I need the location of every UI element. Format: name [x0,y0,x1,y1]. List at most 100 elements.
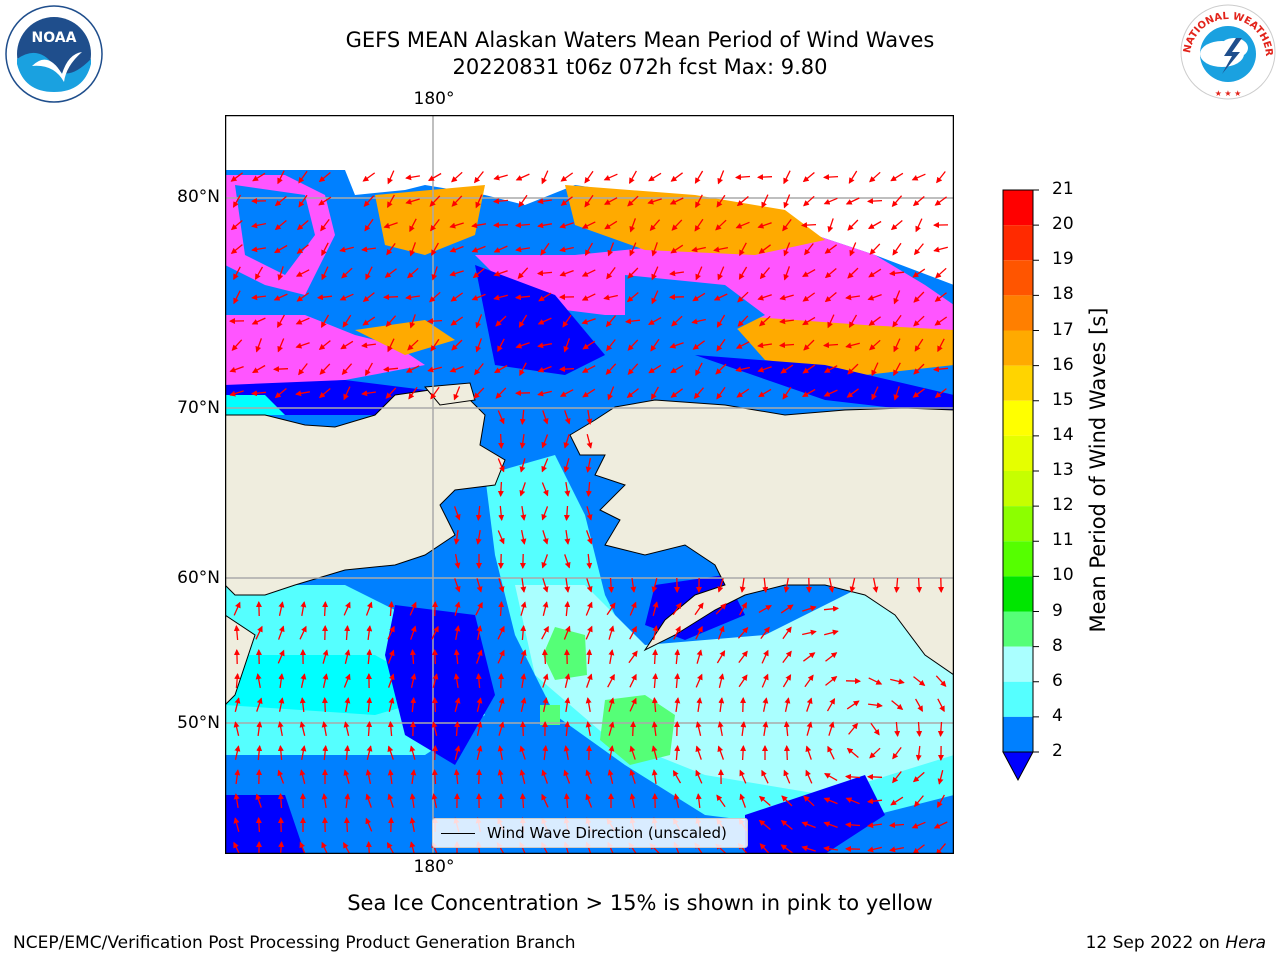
wind-arrow [759,843,771,854]
wind-arrow [695,194,703,209]
wind-arrow [739,602,747,616]
wind-arrow [563,793,570,809]
wind-arrow [431,793,438,809]
wind-arrow [497,338,505,353]
wind-arrow [453,673,460,689]
wind-arrow [934,388,947,399]
wind-arrow [825,675,838,686]
wind-arrow [540,242,550,256]
wind-arrow [497,745,504,761]
wind-arrow [295,269,310,277]
wind-arrow [449,222,464,229]
wind-arrow [692,340,705,350]
wind-arrow [784,697,791,712]
wind-arrow [454,601,461,616]
wind-arrow [739,769,747,784]
wind-arrow [362,316,376,326]
wind-arrow [230,244,243,255]
wind-arrow [497,625,505,640]
colorbar-tick-label: 14 [1052,424,1074,445]
wind-arrow [652,673,659,689]
wind-arrow [410,769,417,784]
wind-arrow [472,268,485,279]
wind-arrow [824,268,837,279]
wind-arrow [493,174,508,181]
wind-arrow [782,674,792,688]
wind-arrow [581,293,596,301]
wind-arrow [759,267,770,280]
wind-arrow [562,314,572,328]
wind-arrow [802,364,816,374]
wind-arrow [233,817,240,832]
wind-arrow [430,219,440,232]
wind-arrow [473,171,484,184]
wind-arrow [520,625,527,641]
wind-arrow [519,362,527,377]
wind-arrow [365,793,372,808]
wind-arrow [585,673,593,688]
wind-arrow [846,388,859,398]
wind-arrow [361,342,376,349]
wind-arrow [449,270,464,277]
wind-arrow [321,697,328,713]
wind-arrow [696,649,703,664]
wind-arrow [761,769,769,784]
wind-arrow [342,314,352,328]
wind-arrow [847,363,859,375]
wind-arrow [757,222,772,229]
wind-arrow [498,673,505,689]
wind-arrow [495,387,507,399]
wind-arrow [475,673,482,689]
wind-arrow [823,174,839,181]
wind-arrow [845,821,861,828]
wind-arrow [319,363,331,375]
wind-arrow [804,674,814,688]
wind-arrow [673,625,681,640]
wind-arrow [277,769,285,784]
wind-arrow [867,822,882,829]
wind-arrow [779,294,794,301]
wind-arrow [277,314,285,328]
wind-arrow [892,242,902,256]
colorbar-tick-label: 15 [1052,389,1074,410]
wind-arrow [563,434,570,449]
wind-arrow [584,170,594,184]
wind-arrow [564,481,571,497]
wind-arrow [361,246,376,253]
wind-arrow [563,625,571,640]
wind-arrow [518,194,528,208]
colorbar-segment [1003,295,1033,331]
wind-arrow [762,577,769,593]
wind-arrow [669,197,684,205]
wind-arrow [541,769,549,784]
wind-arrow [278,673,285,688]
wind-arrow [695,625,703,640]
wind-arrow [696,697,703,712]
wind-arrow [366,721,373,737]
wind-arrow [913,243,924,256]
colorbar-tick-label: 20 [1052,214,1074,235]
wind-arrow [671,219,683,231]
wind-arrow [339,293,354,301]
wind-arrow [232,194,242,208]
wind-arrow [823,365,838,373]
wind-arrow [427,318,443,325]
wind-arrow [736,196,749,207]
wind-arrow [344,697,351,713]
wind-arrow [823,389,838,397]
wind-arrow [802,172,815,183]
wind-arrow [584,242,594,256]
wind-arrow [475,338,483,353]
wind-arrow [365,601,373,616]
wind-arrow [409,218,417,233]
wind-arrow [320,314,330,328]
wind-arrow [738,650,748,663]
wind-arrow [849,578,856,593]
colorbar-tick-label: 9 [1052,600,1063,621]
wind-arrow [827,745,835,760]
wind-arrow [344,649,351,664]
wind-arrow [845,797,860,805]
wind-arrow [889,270,905,277]
wind-arrow [344,745,351,761]
wind-arrow [648,317,662,325]
